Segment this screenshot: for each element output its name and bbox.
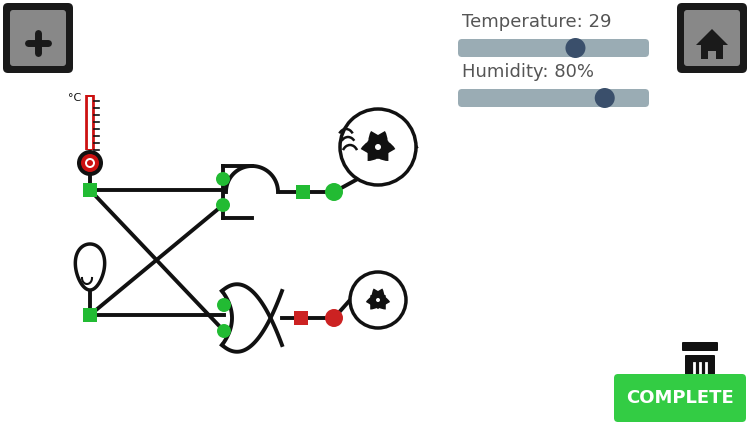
Circle shape [595,88,615,108]
FancyBboxPatch shape [685,355,715,392]
Circle shape [375,144,381,150]
Circle shape [566,38,586,58]
Text: Temperature: 29: Temperature: 29 [462,13,611,31]
Circle shape [217,324,231,338]
FancyBboxPatch shape [458,39,649,57]
Text: Humidity: 80%: Humidity: 80% [462,63,594,81]
Circle shape [325,183,343,201]
Polygon shape [75,244,105,290]
Circle shape [81,154,99,172]
FancyBboxPatch shape [3,3,73,73]
Wedge shape [366,295,390,309]
Text: °C: °C [68,93,81,103]
Bar [296,185,310,199]
Bar [83,183,97,197]
Circle shape [325,309,343,327]
FancyBboxPatch shape [10,10,66,66]
Circle shape [87,160,93,166]
Circle shape [85,158,95,168]
Circle shape [350,272,406,328]
Polygon shape [696,29,728,45]
Circle shape [216,172,230,186]
FancyBboxPatch shape [614,374,746,422]
FancyBboxPatch shape [677,3,747,73]
Text: COMPLETE: COMPLETE [626,389,734,407]
Wedge shape [361,139,395,159]
Bar [701,45,723,59]
Circle shape [371,140,385,154]
Bar [708,51,716,59]
Circle shape [77,150,103,176]
FancyBboxPatch shape [682,342,718,351]
Circle shape [373,295,383,305]
Wedge shape [370,289,384,309]
Wedge shape [372,289,386,309]
Wedge shape [368,131,388,161]
Wedge shape [368,131,388,161]
FancyBboxPatch shape [458,89,649,107]
Circle shape [376,298,380,302]
Circle shape [340,109,416,185]
Circle shape [216,198,230,212]
Circle shape [217,298,231,312]
FancyBboxPatch shape [684,10,740,66]
Bar [294,311,308,325]
Bar [83,308,97,322]
